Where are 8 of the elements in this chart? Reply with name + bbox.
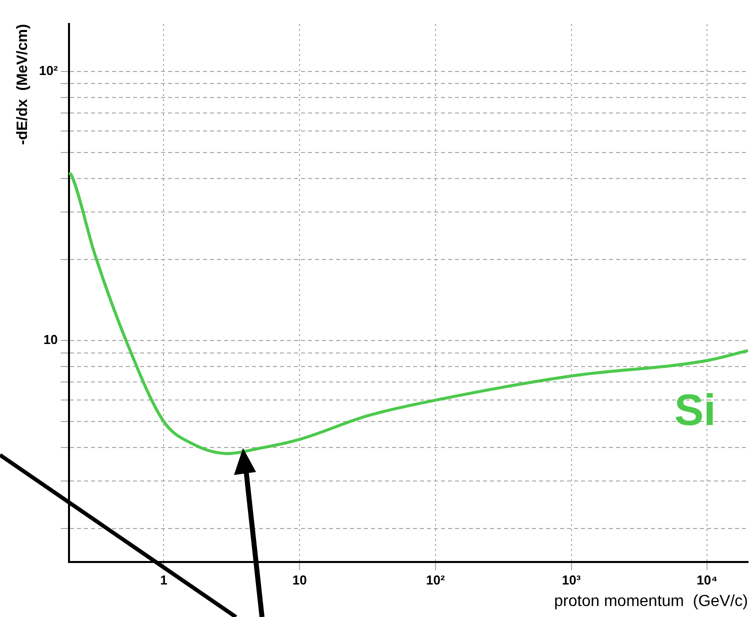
- x-tick-label: 10⁴: [696, 572, 718, 588]
- x-tick-label: 10³: [562, 572, 582, 588]
- x-tick-label: 10²: [426, 572, 446, 588]
- series-label: Si: [674, 386, 716, 435]
- x-tick-label: 1: [160, 572, 168, 588]
- x-axis-title: proton momentum (GeV/c): [554, 592, 748, 610]
- y-axis-title: -dE/dx (MeV/cm): [14, 24, 32, 145]
- x-tick-label: 10: [292, 572, 307, 588]
